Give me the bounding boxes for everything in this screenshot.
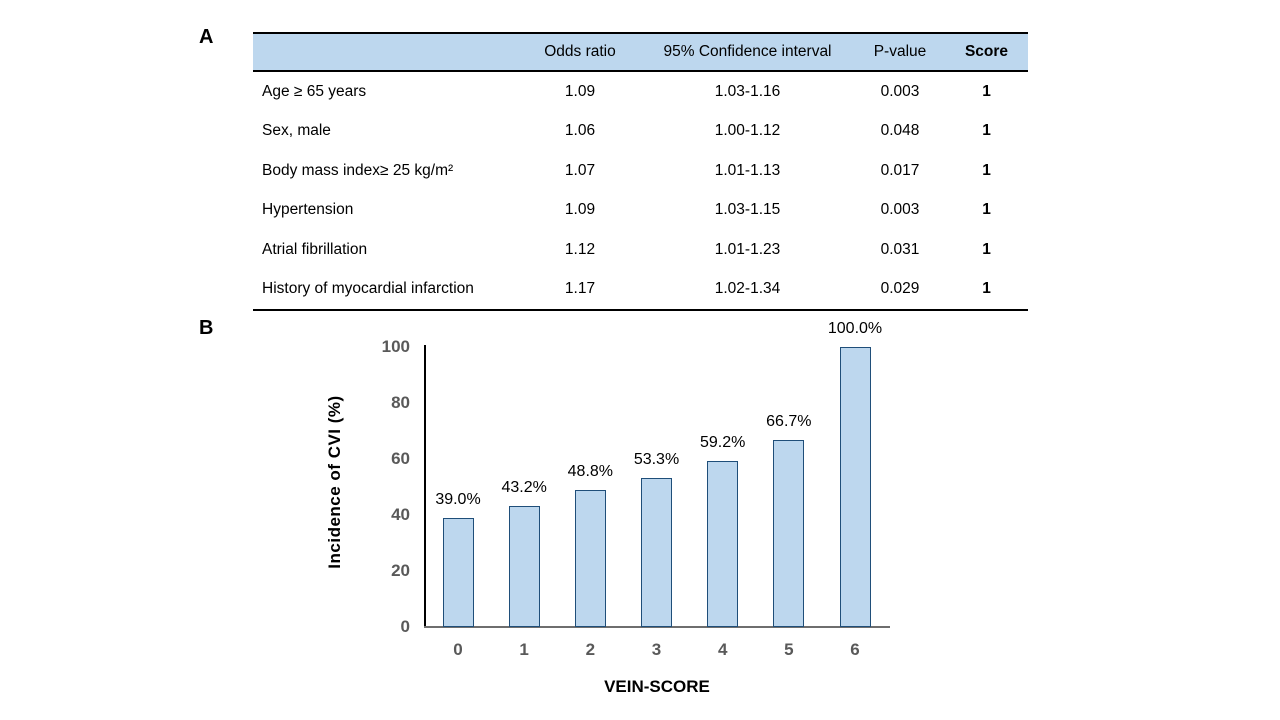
table-row: Atrial fibrillation 1.12 1.01-1.23 0.031 1 (253, 230, 1028, 270)
row-label: Sex, male (262, 122, 331, 140)
x-tick-label: 2 (585, 640, 596, 659)
table-row: Hypertension 1.09 1.03-1.15 0.003 1 (253, 191, 1028, 231)
bar-score-3 (641, 477, 672, 627)
p-value-cell: 0.003 (880, 201, 920, 219)
y-tick-label: 20 (391, 561, 410, 580)
bar-score-1 (508, 506, 540, 627)
table-header-score: Score (945, 33, 1028, 72)
table-header-p-value: P-value (855, 33, 945, 72)
odds-ratio-cell: 1.12 (564, 240, 596, 258)
score-cell: 1 (982, 122, 991, 140)
bar-value-label: 100.0% (827, 320, 883, 337)
x-axis-line (424, 626, 890, 628)
ci-cell: 1.03-1.16 (714, 82, 781, 100)
odds-ratio-cell: 1.06 (564, 122, 596, 140)
score-cell: 1 (982, 201, 991, 219)
odds-ratio-cell: 1.09 (564, 82, 596, 100)
ci-cell: 1.00-1.12 (714, 122, 781, 140)
table-header-row: Odds ratio 95% Confidence interval P-val… (253, 33, 1028, 72)
p-value-cell: 0.048 (880, 122, 920, 140)
x-tick-label: 4 (717, 640, 728, 659)
table-row: History of myocardial infarction 1.17 1.02… (253, 270, 1028, 311)
table-row: Age ≥ 65 years 1.09 1.03-1.16 0.003 1 (253, 71, 1028, 112)
row-label: Body mass index≥ 25 kg/m² (262, 161, 454, 179)
p-value-cell: 0.029 (880, 280, 920, 298)
x-tick-label: 6 (850, 640, 860, 659)
bar-value-label: 43.2% (501, 479, 547, 497)
y-axis-title: Incidence of CVI (%) (325, 395, 344, 569)
score-cell: 1 (982, 280, 991, 298)
bar-value-label: 59.2% (699, 434, 746, 452)
bar-value-label: 48.8% (567, 463, 614, 481)
row-label: Hypertension (262, 201, 354, 219)
odds-ratio-cell: 1.09 (564, 201, 596, 219)
y-axis-line (424, 345, 426, 628)
x-tick-label: 1 (519, 640, 529, 659)
score-cell: 1 (982, 240, 991, 258)
x-tick-label: 3 (651, 640, 662, 659)
bar-score-2 (574, 490, 606, 627)
odds-ratio-cell: 1.17 (564, 280, 596, 298)
risk-factor-table: Odds ratio 95% Confidence interval P-val… (253, 32, 1028, 311)
bar-score-4 (707, 461, 739, 627)
p-value-cell: 0.031 (880, 240, 920, 258)
row-label: Age ≥ 65 years (262, 82, 367, 100)
panel-b-label: B (199, 317, 214, 339)
bar-value-label: 66.7% (766, 413, 812, 431)
p-value-cell: 0.003 (880, 82, 920, 100)
row-label: Atrial fibrillation (262, 240, 368, 258)
x-tick-label: 0 (453, 640, 463, 659)
table-header-odds-ratio: Odds ratio (520, 33, 640, 72)
table-header-confidence-interval: 95% Confidence interval (640, 33, 855, 72)
bar-score-0 (442, 517, 474, 627)
x-axis-title: VEIN-SCORE (604, 677, 710, 696)
score-cell: 1 (982, 161, 991, 179)
bar-score-6 (839, 347, 871, 627)
bar-value-label: 39.0% (435, 490, 481, 508)
ci-cell: 1.02-1.34 (714, 280, 781, 298)
x-tick-label: 5 (784, 640, 794, 659)
table-row: Sex, male 1.06 1.00-1.12 0.048 1 (253, 112, 1028, 152)
y-tick-label: 80 (391, 393, 410, 412)
y-tick-label: 100 (381, 337, 410, 356)
ci-cell: 1.01-1.23 (714, 240, 781, 258)
row-label: History of myocardial infarction (262, 280, 474, 298)
ci-cell: 1.01-1.13 (714, 161, 781, 179)
table-header-variable (253, 33, 520, 72)
bar-score-5 (773, 440, 805, 627)
p-value-cell: 0.017 (880, 161, 920, 179)
score-cell: 1 (982, 82, 991, 100)
y-tick-label: 40 (391, 505, 410, 524)
bar-value-label: 53.3% (633, 450, 680, 468)
odds-ratio-cell: 1.07 (564, 161, 596, 179)
panel-a-label: A (199, 26, 214, 48)
ci-cell: 1.03-1.15 (714, 201, 781, 219)
y-tick-label: 60 (391, 449, 410, 468)
table-row: Body mass index≥ 25 kg/m² 1.07 1.01-1.13 0.… (253, 151, 1028, 191)
y-tick-label: 0 (400, 617, 410, 636)
